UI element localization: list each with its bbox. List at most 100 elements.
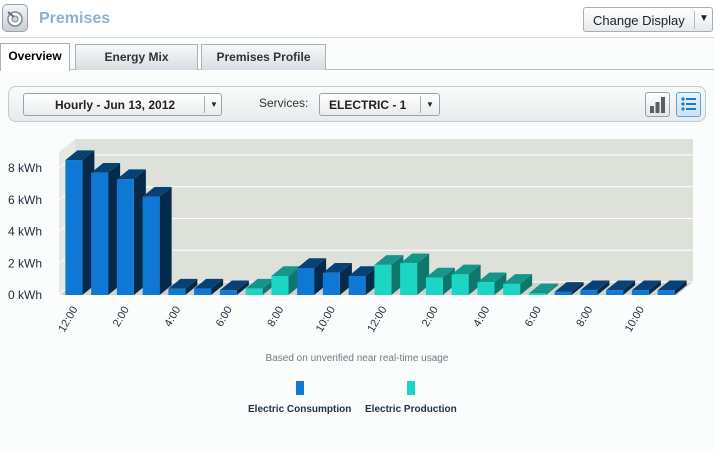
bar xyxy=(219,290,237,295)
bar-side xyxy=(545,283,558,295)
bar-top xyxy=(297,258,327,269)
bar xyxy=(91,172,109,295)
bar xyxy=(400,263,418,295)
bar xyxy=(348,275,366,295)
tab-energy-mix[interactable]: Energy Mix xyxy=(75,44,198,70)
bar-top xyxy=(631,280,661,291)
chart-note: Based on unverified near real-time usage xyxy=(265,353,449,364)
bar-side xyxy=(236,280,249,295)
x-tick-label: 4:00 xyxy=(162,305,183,330)
bar-top xyxy=(245,278,275,289)
bar-top xyxy=(194,278,224,289)
service-value: ELECTRIC - 1 xyxy=(329,98,407,112)
x-tick-label: 4:00 xyxy=(471,305,492,330)
premises-logo-icon xyxy=(2,4,28,32)
bar-side xyxy=(494,272,507,295)
service-dropdown[interactable]: ELECTRIC - 1 ▼ xyxy=(319,93,440,116)
change-display-button[interactable]: Change Display ▼ xyxy=(583,7,713,32)
bar xyxy=(194,288,212,295)
bar xyxy=(374,264,392,295)
bar xyxy=(554,291,572,295)
y-tick-label: 0 kWh xyxy=(8,288,42,302)
chevron-down-icon: ▼ xyxy=(426,100,434,109)
bar-top xyxy=(374,255,404,265)
dropdown-divider xyxy=(204,96,205,113)
bar xyxy=(528,293,546,295)
change-display-label: Change Display xyxy=(593,13,685,28)
bar-chart-icon xyxy=(650,97,665,113)
y-tick-label: 8 kWh xyxy=(8,161,42,175)
bar-side xyxy=(185,278,198,295)
legend-consumption-swatch xyxy=(296,381,304,395)
bar-top xyxy=(116,169,146,180)
bar-top xyxy=(271,266,301,276)
bar-top xyxy=(400,253,430,264)
bar xyxy=(168,288,186,295)
page-title: Premises xyxy=(39,10,111,27)
x-tick-label: 12:00 xyxy=(365,305,389,335)
bar xyxy=(503,283,521,295)
bar-top xyxy=(554,282,584,292)
bar-top xyxy=(606,280,636,291)
tab-bar: Overview Energy Mix Premises Profile xyxy=(0,40,714,71)
button-divider xyxy=(694,11,695,29)
bar-top xyxy=(142,186,172,197)
bar-top xyxy=(168,278,198,289)
bar xyxy=(451,274,469,295)
x-tick-label: 12:00 xyxy=(56,305,80,335)
dropdown-divider xyxy=(420,96,421,113)
bar xyxy=(425,277,443,295)
y-tick-label: 2 kWh xyxy=(8,256,42,270)
x-tick-label: 10:00 xyxy=(623,305,647,335)
x-tick-label: 8:00 xyxy=(265,305,286,330)
tab-overview[interactable]: Overview xyxy=(0,43,70,71)
chevron-down-icon: ▼ xyxy=(210,100,218,109)
services-label: Services: xyxy=(259,96,309,110)
bar xyxy=(271,275,289,295)
bar-side xyxy=(597,280,610,295)
bar-side xyxy=(211,278,224,295)
bar-top xyxy=(580,280,610,291)
x-tick-label: 6:00 xyxy=(523,305,544,330)
list-view-button[interactable] xyxy=(676,92,701,117)
bar-top xyxy=(65,150,95,161)
bar xyxy=(116,179,134,295)
legend-production-label: Electric Production xyxy=(365,404,457,415)
bar-top xyxy=(91,163,121,173)
tab-premises-profile[interactable]: Premises Profile xyxy=(201,44,326,70)
bar-side xyxy=(520,274,533,295)
bar-side xyxy=(623,280,636,295)
x-tick-label: 8:00 xyxy=(574,305,595,330)
legend-consumption-label: Electric Consumption xyxy=(248,404,352,415)
bar-top xyxy=(477,272,507,283)
chart-toolbar: Hourly - Jun 13, 2012 ▼ Services: ELECTR… xyxy=(8,86,706,122)
bar xyxy=(657,290,675,295)
bar xyxy=(606,290,624,295)
bar xyxy=(142,196,160,295)
bar-top xyxy=(528,283,558,294)
bar xyxy=(477,282,495,295)
header-bar: Premises Change Display ▼ xyxy=(0,0,714,38)
bar xyxy=(65,160,83,295)
list-view-icon xyxy=(681,97,696,111)
bar-top xyxy=(348,266,378,276)
bar-side xyxy=(674,280,687,295)
chevron-down-icon: ▼ xyxy=(699,13,709,24)
date-range-dropdown[interactable]: Hourly - Jun 13, 2012 ▼ xyxy=(23,93,222,116)
bar xyxy=(631,290,649,295)
bar-top xyxy=(503,274,533,284)
x-tick-label: 10:00 xyxy=(314,305,338,335)
bar-top xyxy=(322,263,352,273)
bar-top xyxy=(219,280,249,291)
bar-top xyxy=(451,264,481,275)
bar xyxy=(322,272,340,295)
x-tick-label: 2:00 xyxy=(111,305,132,330)
bar-side xyxy=(648,280,661,295)
bar xyxy=(297,268,315,295)
bar xyxy=(580,290,598,295)
date-range-value: Hourly - Jun 13, 2012 xyxy=(55,98,176,112)
bar-top xyxy=(425,267,455,278)
chart-view-button[interactable] xyxy=(645,92,670,117)
y-tick-label: 6 kWh xyxy=(8,193,42,207)
